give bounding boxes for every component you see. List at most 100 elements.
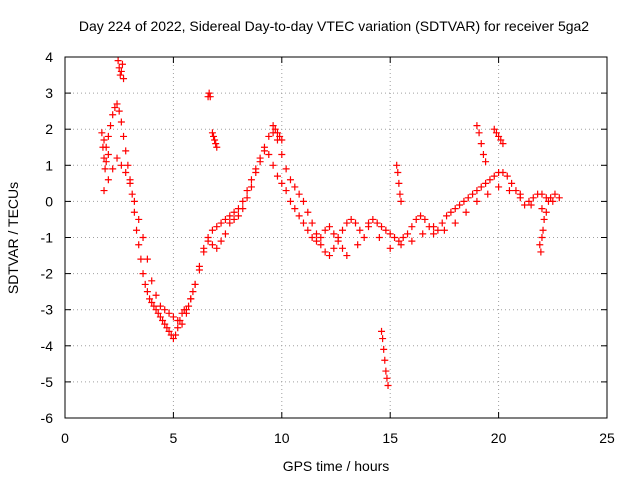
data-point: [152, 291, 160, 299]
data-point: [347, 215, 355, 223]
data-point: [118, 60, 126, 68]
data-point: [100, 187, 108, 195]
data-point: [525, 197, 533, 205]
series-main: [98, 100, 563, 343]
data-point: [169, 313, 177, 321]
data-point: [113, 100, 121, 108]
data-point: [380, 345, 388, 353]
data-point: [499, 140, 507, 148]
data-point: [484, 190, 492, 198]
data-point: [356, 226, 364, 234]
data-point: [382, 226, 390, 234]
data-point: [386, 244, 394, 252]
data-point: [339, 244, 347, 252]
x-tick-label: 25: [599, 430, 615, 446]
data-point: [516, 190, 524, 198]
data-point: [109, 165, 117, 173]
data-point: [482, 158, 490, 166]
data-point: [308, 219, 316, 227]
data-point: [143, 255, 151, 263]
data-point: [360, 234, 368, 241]
data-point: [282, 187, 290, 195]
data-point: [282, 165, 290, 173]
data-point: [208, 226, 216, 234]
data-point: [210, 132, 218, 140]
data-point: [451, 219, 459, 227]
data-point: [412, 215, 420, 223]
data-point: [143, 288, 151, 296]
data-point: [325, 223, 333, 231]
data-point: [508, 179, 516, 187]
data-point: [239, 205, 247, 213]
data-point: [247, 176, 255, 184]
data-point: [286, 176, 294, 184]
data-point: [213, 244, 221, 252]
data-point: [273, 172, 281, 180]
data-point: [540, 215, 548, 223]
y-tick-label: 3: [45, 85, 53, 101]
data-point: [260, 147, 268, 155]
data-point: [527, 201, 535, 209]
data-point: [130, 197, 138, 205]
data-point: [212, 140, 220, 148]
y-tick-label: 0: [45, 193, 53, 209]
y-tick-label: -6: [41, 410, 54, 426]
data-point: [165, 309, 173, 317]
data-point: [538, 190, 546, 198]
data-point: [139, 234, 147, 241]
data-point: [109, 111, 117, 119]
data-point: [477, 140, 485, 148]
data-point: [473, 187, 481, 195]
data-point: [104, 132, 112, 140]
y-tick-label: 2: [45, 121, 53, 137]
data-point: [408, 223, 416, 231]
data-point: [286, 197, 294, 205]
y-tick-label: -5: [41, 374, 54, 390]
data-point: [499, 169, 507, 177]
data-point: [339, 226, 347, 234]
data-point: [393, 161, 401, 169]
data-point: [230, 208, 238, 216]
data-point: [256, 158, 264, 166]
data-point: [213, 143, 221, 151]
data-point: [462, 208, 470, 216]
data-point: [243, 187, 251, 195]
data-point: [512, 187, 520, 195]
data-point: [226, 212, 234, 220]
data-point: [397, 241, 405, 249]
data-point: [352, 219, 360, 227]
data-point: [156, 302, 164, 310]
data-point: [161, 306, 169, 314]
data-point: [538, 234, 546, 241]
data-point: [438, 219, 446, 227]
data-point: [117, 67, 125, 75]
data-point: [115, 107, 123, 115]
data-point: [317, 234, 325, 241]
data-point: [495, 183, 503, 191]
data-point: [128, 190, 136, 198]
data-point: [137, 255, 145, 263]
data-point: [490, 172, 498, 180]
data-point: [538, 205, 546, 213]
data-point: [271, 125, 279, 133]
data-point: [395, 179, 403, 187]
data-point: [369, 215, 377, 223]
data-point: [116, 71, 124, 79]
data-point: [477, 183, 485, 191]
data-point: [312, 230, 320, 238]
grid: [65, 57, 607, 418]
data-point: [473, 197, 481, 205]
data-point: [537, 248, 545, 256]
data-point: [269, 161, 277, 169]
data-point: [365, 223, 373, 231]
data-point: [101, 165, 109, 173]
data-point: [375, 234, 383, 241]
plot-frame: [64, 56, 608, 419]
y-tick-label: -3: [41, 302, 54, 318]
data-point: [325, 252, 333, 260]
data-point: [230, 215, 238, 223]
chart-title: Day 224 of 2022, Sidereal Day-to-day VTE…: [79, 18, 589, 34]
data-point: [464, 194, 472, 202]
data-point: [486, 176, 494, 184]
